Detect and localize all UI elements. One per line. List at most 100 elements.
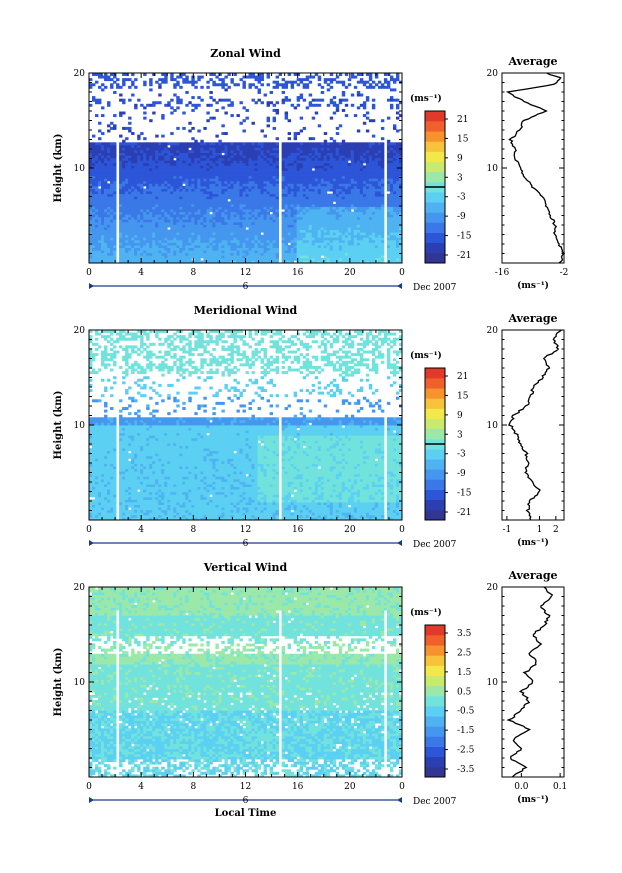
heat-cell [368,165,373,169]
heat-cell [113,234,117,238]
heat-cell [305,152,310,156]
heat-cell [224,185,228,189]
heat-cell [236,144,240,148]
heat-cell [182,201,186,205]
heat-cell [272,234,276,238]
heat-cell [188,224,192,228]
heat-cell [332,180,337,184]
heat-cell [287,147,292,151]
heat-cell [284,165,289,169]
heat-cell [194,255,198,259]
heat-cell [218,250,222,254]
heat-cell [200,216,204,220]
heat-cell [176,175,180,179]
heat-cell [257,157,261,161]
heat-cell [101,255,105,259]
heat-cell [167,250,171,254]
heat-cell [371,229,376,233]
heat-cell [107,250,111,254]
heat-cell [212,98,216,102]
heat-cell [305,78,310,82]
heat-cell [107,183,111,187]
heat-cell [182,155,186,159]
heat-cell [245,201,249,205]
heat-cell [218,185,222,189]
heat-cell [179,160,183,164]
heat-cell [287,150,292,153]
heat-cell [260,224,264,228]
heat-cell [263,157,267,161]
heat-cell [155,165,159,169]
heat-cell [362,260,367,264]
heat-cell [215,175,219,179]
heat-cell [350,242,355,246]
heat-cell [320,252,325,256]
heat-cell [365,257,370,261]
heat-cell [257,160,261,164]
heat-cell [107,144,111,148]
heat-cell [347,191,352,195]
heat-cell [134,247,138,251]
heat-cell [236,168,240,171]
heat-cell [338,155,343,159]
heat-cell [110,211,114,215]
heat-cell [356,260,361,264]
heat-cell [287,191,292,195]
heat-cell [290,168,295,171]
heat-cell [224,170,228,174]
heat-cell [245,155,249,159]
heat-cell [173,260,177,264]
heat-cell [224,175,228,179]
heat-cell [236,229,240,233]
heat-cell [176,75,180,79]
heat-cell [236,216,240,220]
heat-cell [89,152,93,156]
heat-cell [251,155,255,159]
heat-cell [182,144,186,148]
heat-cell [281,150,286,153]
heat-cell [326,247,331,251]
heat-cell [362,101,367,105]
heat-cell [275,237,280,241]
heat-cell [101,227,105,231]
heat-cell [287,188,292,192]
heat-cell [188,221,192,225]
heat-cell [200,178,204,182]
heat-cell [344,242,349,246]
heat-cell [353,234,358,238]
heat-cell [203,211,207,215]
heat-cell [242,180,246,184]
heat-cell [173,83,177,87]
heat-cell [134,144,138,148]
heat-cell [131,239,135,243]
heat-cell [155,239,159,243]
heat-cell [209,201,213,205]
heat-cell [320,157,325,161]
heat-cell [374,229,379,233]
heat-cell [182,152,186,156]
heat-cell [98,191,102,195]
heat-cell [308,234,313,238]
heat-cell [314,173,319,177]
heat-cell [164,191,168,195]
heat-cell [92,170,96,174]
heat-cell [263,234,267,238]
heat-cell [269,234,273,238]
heat-cell [380,193,385,197]
heat-cell [251,252,255,256]
heat-cell [260,193,264,197]
heat-cell [212,165,216,169]
heat-cell [365,85,370,89]
heat-cell [359,144,364,148]
heat-cell [263,209,267,213]
heat-cell [296,237,301,241]
heat-cell [158,229,162,233]
heat-cell [254,162,258,166]
heat-cell [293,175,298,179]
heat-cell [254,142,258,146]
heat-cell [221,203,225,207]
heat-cell [344,203,349,207]
heat-cell [356,150,361,153]
heat-cell [89,227,93,231]
heat-cell [281,216,286,220]
